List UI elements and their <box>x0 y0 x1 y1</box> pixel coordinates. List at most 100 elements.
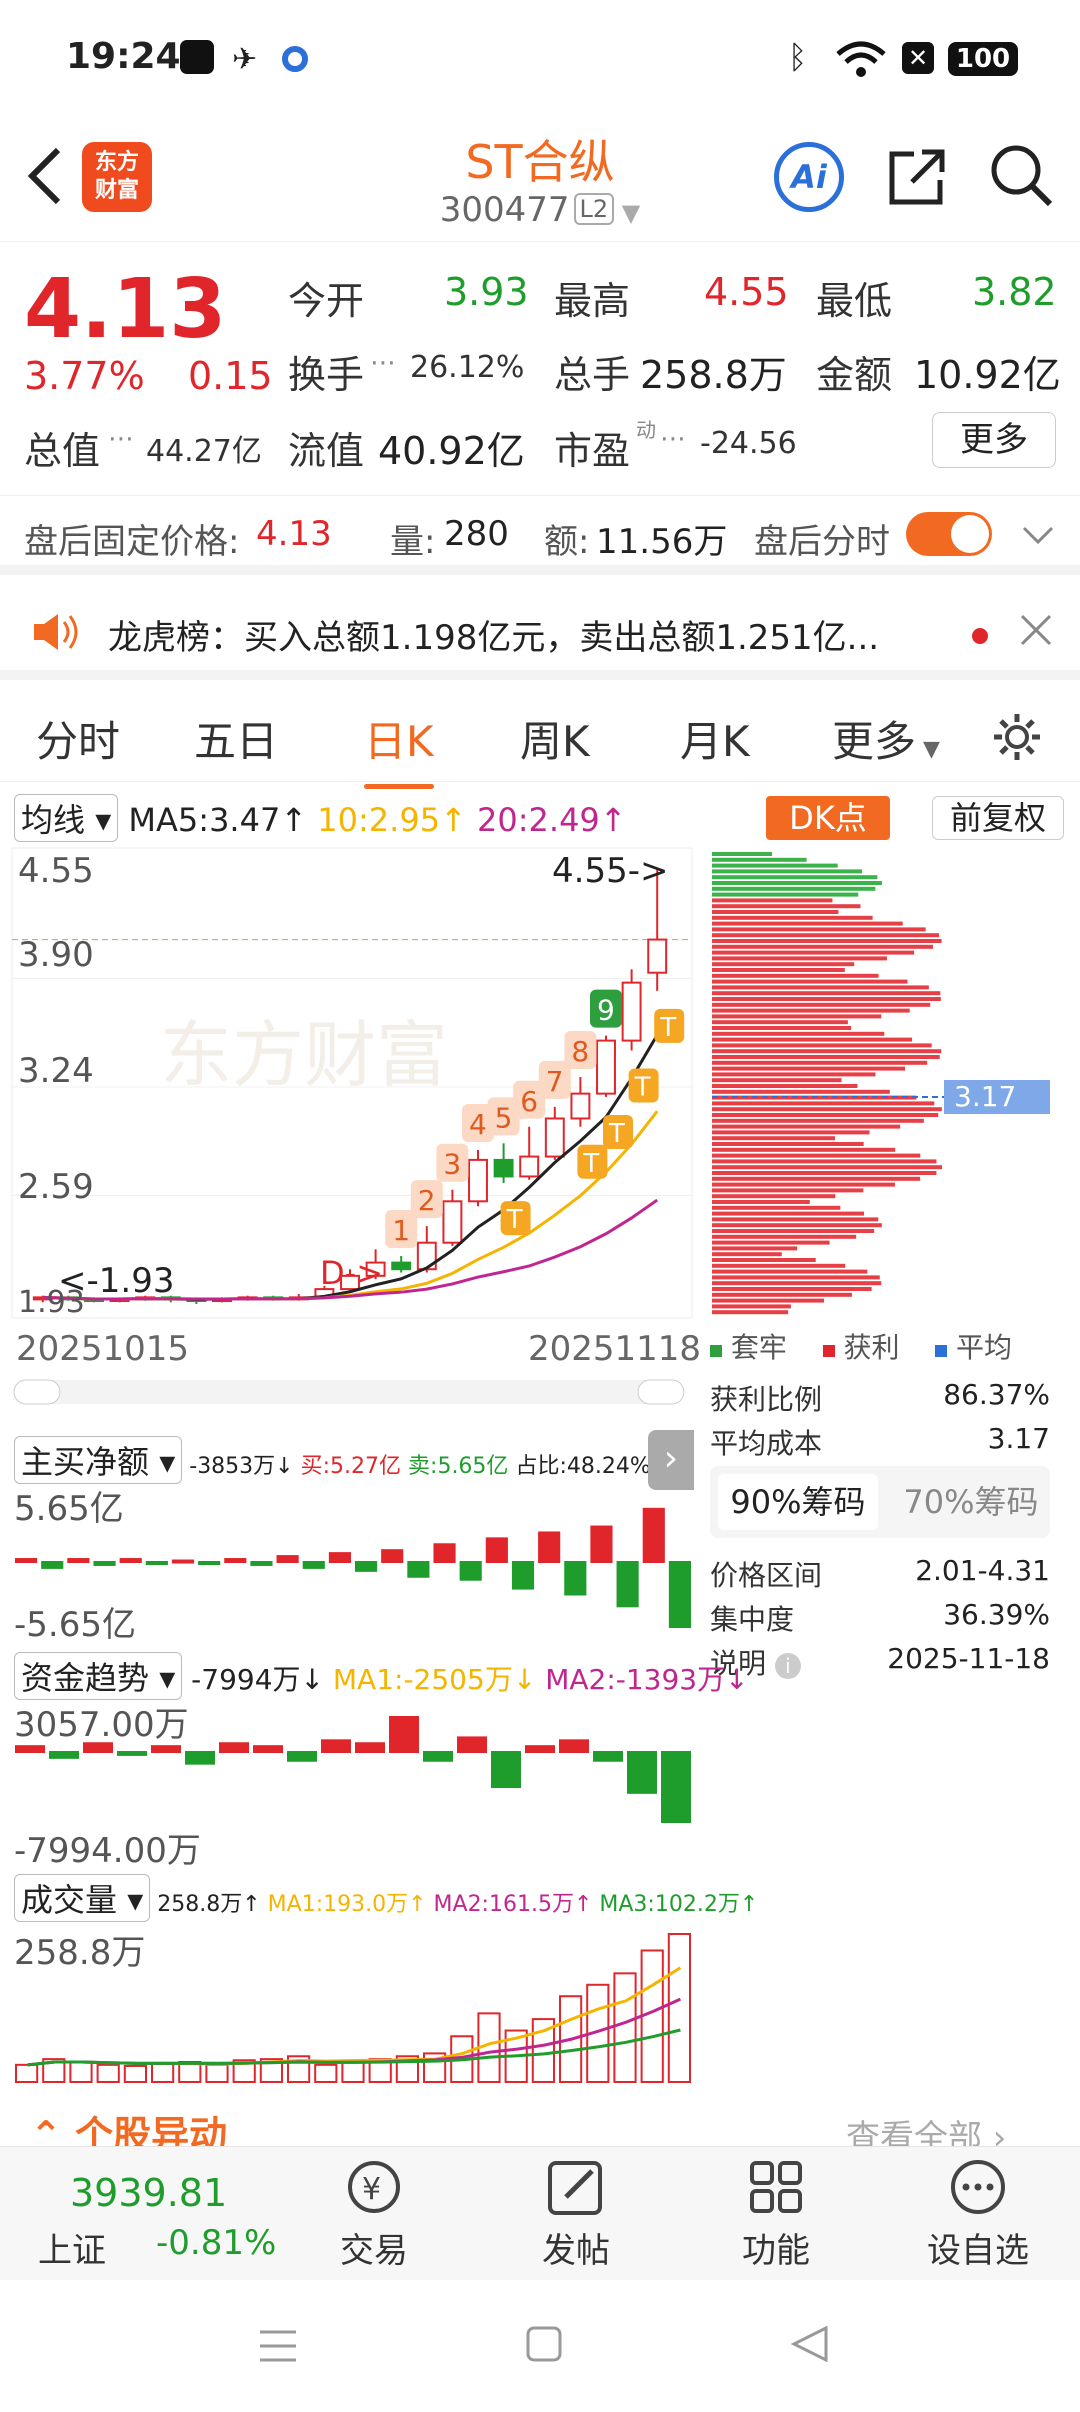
index-change[interactable]: -0.81% <box>156 2223 277 2263</box>
t-marker-label: T <box>634 1073 651 1103</box>
net-buy-buy: 买:5.27亿 <box>300 1454 402 1479</box>
tab-weekly-k[interactable]: 周K <box>520 717 590 766</box>
system-nav-bar <box>0 2282 1080 2412</box>
post-button[interactable]: 发帖 <box>506 2157 646 2272</box>
info-icon[interactable]: ⋯ <box>370 348 396 378</box>
t-marker <box>654 1008 685 1043</box>
candle-body <box>544 1117 565 1158</box>
low-value: 3.82 <box>972 270 1057 314</box>
tab-more[interactable]: 更多 ▼ <box>832 708 940 769</box>
trade-icon: ¥ <box>348 2161 400 2213</box>
net-buy-bar <box>67 1558 90 1564</box>
app-icon: ✈ <box>232 42 258 77</box>
chip-bar <box>712 921 903 926</box>
chip-bar <box>712 1066 906 1071</box>
back-nav-icon[interactable] <box>788 2324 832 2364</box>
trade-button[interactable]: ¥ 交易 <box>304 2157 444 2272</box>
chip-bar <box>712 1147 896 1152</box>
mktcap-label: 总值 <box>24 429 101 473</box>
fund-trend-bar <box>389 1716 419 1753</box>
chip-bar <box>712 915 873 920</box>
chart-scrollbar[interactable] <box>14 1380 684 1404</box>
chip-bar <box>712 863 838 868</box>
y-tick-5: 1.93 <box>18 1285 85 1320</box>
more-button[interactable]: 更多 <box>932 412 1056 468</box>
share-icon[interactable] <box>884 144 950 210</box>
info-icon[interactable]: ⋯ <box>660 424 686 454</box>
tab-monthly-k[interactable]: 月K <box>680 717 750 766</box>
fund-trend-ma2: MA2:-1393万↓ <box>545 1663 749 1696</box>
back-icon[interactable] <box>22 144 66 208</box>
chip-bar <box>712 1037 913 1042</box>
volume-bar <box>259 2058 283 2084</box>
after-hours-toggle[interactable] <box>906 512 992 556</box>
status-time: 19:24 <box>66 36 181 77</box>
index-value[interactable]: 3939.81 <box>70 2171 228 2215</box>
y-tick-3: 3.24 <box>18 1051 94 1091</box>
function-button[interactable]: 功能 <box>706 2157 846 2272</box>
sequence-marker-label: 4 <box>469 1108 487 1141</box>
menu-icon[interactable] <box>256 2326 300 2366</box>
chevron-down-icon[interactable] <box>1020 520 1056 550</box>
info-icon[interactable]: ⋯ <box>108 424 134 454</box>
index-name[interactable]: 上证 <box>38 2231 106 2271</box>
scroll-handle-right[interactable] <box>637 1379 685 1405</box>
period-tabs: 分时 五日 日K 周K 月K 更多 ▼ <box>0 690 1080 789</box>
open-value: 3.93 <box>444 270 529 314</box>
tab-chip-70[interactable]: 70%筹码 <box>903 1483 1039 1521</box>
notice-bar[interactable]: 龙虎榜：买入总额1.198亿元，卖出总额1.251亿... <box>0 588 1080 680</box>
adjust-button[interactable]: 前复权 <box>932 796 1064 840</box>
pe-value: -24.56 <box>700 426 797 461</box>
candle-body <box>493 1158 514 1178</box>
net-buy-bar <box>302 1561 325 1569</box>
chip-bar <box>712 1258 816 1262</box>
volume-selector[interactable]: 成交量 ▾ <box>14 1874 151 1922</box>
sequence-marker <box>487 1097 520 1136</box>
close-icon[interactable] <box>1018 612 1054 648</box>
ai-button[interactable]: Ai <box>774 142 844 212</box>
chip-bar <box>712 968 845 972</box>
add-watchlist-button[interactable]: 设自选 <box>908 2157 1048 2272</box>
float-label: 流值 <box>288 429 365 473</box>
chart-watermark: 东方财富 <box>160 1016 448 1096</box>
chip-bar <box>712 1252 782 1257</box>
chip-bar <box>712 1182 895 1187</box>
net-buy-selector[interactable]: 主买净额 ▾ <box>14 1436 183 1484</box>
chip-bar <box>712 1084 858 1088</box>
stock-code-row[interactable]: 300477 L2 ▼ <box>0 190 1080 230</box>
chip-bar <box>712 1118 924 1123</box>
panel-expand-button[interactable]: › <box>648 1430 694 1490</box>
scroll-handle-left[interactable] <box>13 1379 61 1405</box>
ma-selector[interactable]: 均线 ▾ <box>14 794 119 842</box>
fund-trend-ma1: MA1:-2505万↓ <box>332 1663 537 1696</box>
chip-bar <box>712 857 807 862</box>
volume-bar <box>667 1933 691 2083</box>
net-buy-bar <box>198 1561 221 1565</box>
net-buy-bar <box>93 1561 116 1566</box>
tab-daily-k[interactable]: 日K <box>364 708 434 789</box>
tab-intraday[interactable]: 分时 <box>36 717 121 766</box>
post-label: 发帖 <box>542 2231 610 2271</box>
tab-chip-90[interactable]: 90%筹码 <box>718 1474 878 1530</box>
volume-bar <box>314 2063 338 2083</box>
fund-trend-selector[interactable]: 资金趋势 ▾ <box>14 1652 183 1700</box>
settings-icon[interactable] <box>990 710 1044 764</box>
chip-bar <box>712 1130 870 1135</box>
dk-point-button[interactable]: DK点 <box>766 796 890 840</box>
more-icon <box>951 2160 1005 2214</box>
fund-trend-bar <box>423 1751 453 1762</box>
high-label: 最高 <box>554 279 631 323</box>
home-icon[interactable] <box>524 2324 564 2364</box>
volume-chart: 258.8万 <box>14 1933 691 2084</box>
wifi-icon <box>836 41 886 77</box>
tab-five-day[interactable]: 五日 <box>194 717 279 766</box>
sequence-marker-label: 8 <box>571 1035 589 1068</box>
volume-bar <box>96 2063 120 2083</box>
fund-trend-bar <box>83 1742 113 1753</box>
profit-ratio-value: 86.37% <box>943 1378 1050 1411</box>
pct-change: 3.77% <box>24 354 145 398</box>
info-icon[interactable]: i <box>774 1653 801 1679</box>
search-icon[interactable] <box>988 142 1056 210</box>
notice-text[interactable]: 龙虎榜：买入总额1.198亿元，卖出总额1.251亿... <box>108 618 880 658</box>
